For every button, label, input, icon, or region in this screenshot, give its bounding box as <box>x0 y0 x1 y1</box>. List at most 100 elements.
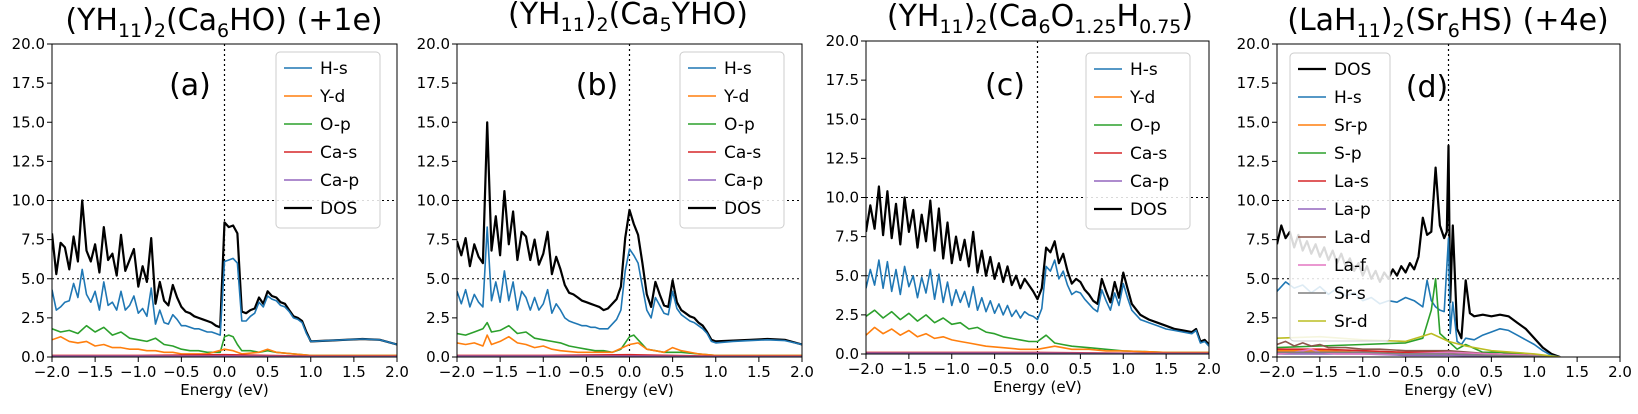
x-axis-label: Energy (eV) <box>585 381 673 399</box>
title-part: ) <box>964 0 976 34</box>
title-part: (YH <box>508 0 561 32</box>
title-part: 0.75 <box>1139 16 1181 38</box>
series-line-h-s <box>866 259 1209 347</box>
title-part: HS) (+4e) <box>1460 3 1609 38</box>
title-part: (Sr <box>1405 3 1449 38</box>
legend-entry: H-s <box>724 59 752 79</box>
y-tick-label: 15.0 <box>417 113 450 131</box>
chart-title: (YH11)2(Ca6HO) (+1e) <box>65 3 382 42</box>
y-tick-label: 17.5 <box>826 71 859 89</box>
legend: H-s Y-d O-p Ca-s Ca-p DOS <box>275 51 381 229</box>
title-part: 6 <box>217 20 229 42</box>
title-part: 6 <box>1039 16 1051 38</box>
x-axis-label: Energy (eV) <box>993 378 1081 396</box>
legend: H-s Y-d O-p Ca-s Ca-p DOS <box>679 51 785 229</box>
series-line-dos <box>866 185 1209 346</box>
series-line-y-d <box>866 326 1209 354</box>
y-tick-label: 10.0 <box>1237 192 1270 210</box>
series-line-sr-s <box>1277 351 1561 357</box>
x-tick-label: −0.5 <box>1387 363 1423 381</box>
y-tick-label: 2.5 <box>835 306 859 324</box>
chart-panel-2: (YH11)2(Ca5YHO) −2.0 −1.5 −1.0 −0.5 0.0 0.5 1.0… <box>417 0 814 399</box>
series-line-dos <box>457 121 802 346</box>
title-part: 11 <box>561 14 585 36</box>
x-tick-label: −0.5 <box>976 360 1012 378</box>
chart-panel-4: (LaH11)2(Sr6HS) (+4e) −2.0 −1.5 −1.0 −0.5 0.0… <box>1237 3 1632 399</box>
panel-label: (b) <box>576 68 618 103</box>
title-part: 11 <box>1357 20 1381 42</box>
title-part: (YH <box>65 3 118 38</box>
y-tick-label: 0.0 <box>21 348 45 366</box>
title-part: 2 <box>975 16 987 38</box>
x-tick-label: 0.5 <box>661 363 685 381</box>
x-tick-label: 1.5 <box>1154 360 1178 378</box>
y-tick-label: 12.5 <box>826 149 859 167</box>
legend-entry: S-p <box>1334 144 1362 164</box>
x-tick-label: 1.0 <box>299 363 323 381</box>
y-tick-label: 15.0 <box>826 110 859 128</box>
title-part: 2 <box>597 14 609 36</box>
legend-entry: Y-d <box>319 87 345 107</box>
legend-entry: Ca-p <box>1130 172 1169 192</box>
x-tick-label: −1.5 <box>77 363 113 381</box>
legend-entry: La-d <box>1334 228 1371 248</box>
y-tick-label: 15.0 <box>12 113 45 131</box>
x-tick-label: −0.5 <box>163 363 199 381</box>
title-part: 11 <box>939 16 963 38</box>
y-tick-label: 0.0 <box>1246 348 1270 366</box>
series-line-dos <box>52 199 397 346</box>
x-tick-label: −2.0 <box>34 363 70 381</box>
title-part: YHO) <box>671 0 748 32</box>
legend-entry: La-p <box>1334 200 1371 220</box>
legend-entry: Y-d <box>723 87 749 107</box>
x-tick-label: 0.0 <box>1437 363 1461 381</box>
title-part: (Ca <box>166 3 217 38</box>
legend-entry: Y-d <box>1129 88 1155 108</box>
title-part: ) <box>142 3 154 38</box>
y-tick-label: 12.5 <box>12 152 45 170</box>
legend-entry: La-f <box>1334 256 1367 276</box>
legend-entry: Sr-p <box>1334 116 1368 136</box>
chart-panel-1: (YH11)2(Ca6HO) (+1e) −2.0 −1.5 −1.0 −0.5 0.0 0… <box>12 3 409 399</box>
y-tick-label: 7.5 <box>1246 231 1270 249</box>
y-tick-label: 7.5 <box>426 231 450 249</box>
y-tick-label: 20.0 <box>12 35 45 53</box>
title-part: ) <box>1381 3 1393 38</box>
chart-title: (LaH11)2(Sr6HS) (+4e) <box>1287 3 1609 42</box>
series-line-la-f <box>1277 348 1561 357</box>
title-part: HO) (+1e) <box>229 3 383 38</box>
series-group <box>52 199 397 357</box>
legend-entry: DOS <box>724 199 761 219</box>
legend-entry: Ca-p <box>320 171 359 191</box>
series-line-y-d <box>457 334 802 357</box>
title-part: (LaH <box>1287 3 1356 38</box>
y-tick-label: 12.5 <box>1237 152 1270 170</box>
x-tick-label: −2.0 <box>439 363 475 381</box>
y-tick-label: 5.0 <box>1246 270 1270 288</box>
legend: H-s Y-d O-p Ca-s Ca-p DOS <box>1085 52 1191 230</box>
x-tick-label: −1.0 <box>525 363 561 381</box>
y-tick-label: 17.5 <box>12 74 45 92</box>
y-tick-label: 20.0 <box>417 35 450 53</box>
title-part: ) <box>1181 0 1193 34</box>
x-tick-label: −0.5 <box>568 363 604 381</box>
legend-entry: DOS <box>1130 200 1167 220</box>
legend-entry: Sr-d <box>1334 312 1368 332</box>
y-tick-label: 20.0 <box>1237 35 1270 53</box>
x-tick-label: 0.0 <box>213 363 237 381</box>
y-tick-label: 7.5 <box>21 231 45 249</box>
x-tick-label: −1.0 <box>934 360 970 378</box>
x-tick-label: −1.0 <box>1345 363 1381 381</box>
y-tick-label: 10.0 <box>12 192 45 210</box>
x-tick-label: 1.0 <box>704 363 728 381</box>
legend-entry: H-s <box>320 59 348 79</box>
y-tick-label: 2.5 <box>21 309 45 327</box>
y-tick-label: 0.0 <box>426 348 450 366</box>
x-tick-label: 2.0 <box>1608 363 1632 381</box>
y-tick-label: 15.0 <box>1237 113 1270 131</box>
legend-entry: Ca-p <box>724 171 763 191</box>
x-tick-label: −1.5 <box>1302 363 1338 381</box>
title-part: (Ca <box>987 0 1038 34</box>
title-part: 6 <box>1448 20 1460 42</box>
